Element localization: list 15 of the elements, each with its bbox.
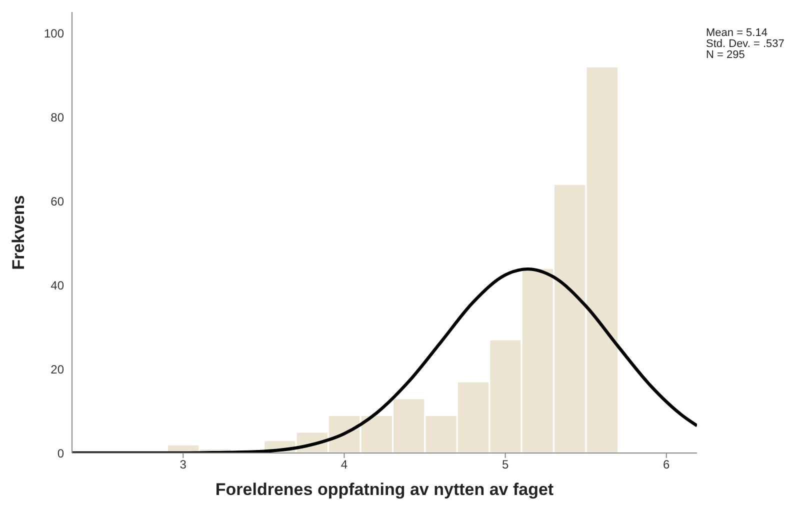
text: N = 295 <box>706 49 746 61</box>
y-tick-label: 0 <box>57 446 64 460</box>
y-tick-label: 20 <box>50 362 64 376</box>
y-tick-label: 60 <box>50 194 64 208</box>
y-tick-label: 100 <box>44 26 64 40</box>
x-axis-title: Foreldrenes oppfatning av nytten av faget <box>215 480 554 499</box>
x-tick-label: 6 <box>663 458 670 472</box>
text: Std. Dev. = .537 <box>706 38 784 50</box>
text: Mean = 5.14 <box>706 27 768 39</box>
y-axis-title: Frekvens <box>9 195 28 270</box>
y-tick-label: 80 <box>50 110 64 124</box>
x-tick-label: 3 <box>180 458 187 472</box>
x-tick-label: 4 <box>340 458 348 472</box>
y-tick-label: 40 <box>50 278 64 292</box>
x-tick-label: 5 <box>502 458 509 472</box>
